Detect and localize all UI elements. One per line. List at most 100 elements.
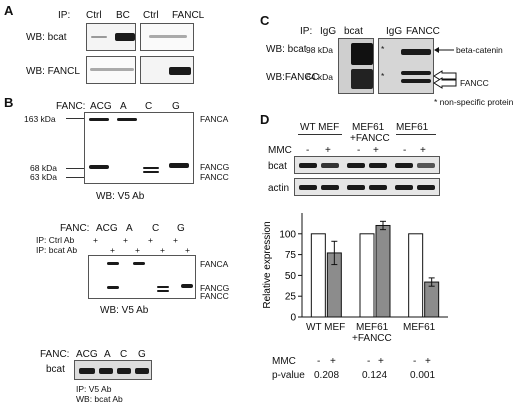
- d-mmc-top-4: +: [373, 145, 379, 156]
- d-mmc-top-2: +: [325, 145, 331, 156]
- c-arrow-beta-head: [434, 47, 439, 53]
- c-band-fancc1: [401, 71, 431, 75]
- d-row-actin: actin: [268, 183, 290, 194]
- b2-fanc-label: FANC:: [60, 223, 90, 234]
- panel-c-row-bcat: WB: bcat: [266, 44, 307, 55]
- c-beta-catenin-label: beta-catenin: [456, 45, 503, 55]
- mw-163: 163 kDa: [24, 114, 56, 124]
- d-group-mef61-fancc-1: MEF61: [352, 122, 385, 133]
- blot-c-left: [338, 38, 374, 94]
- d-y-tick-label: 0: [290, 313, 296, 324]
- b2-plus-ctrl-4: +: [173, 235, 178, 245]
- b2-lane-g: G: [177, 223, 185, 234]
- band-fancg-acg: [89, 165, 109, 169]
- c-fancc-label: FANCC: [460, 78, 489, 88]
- b3-lane-c: C: [120, 349, 128, 360]
- b2-plus-bcat-1: +: [110, 245, 115, 255]
- d-mmc-bottom-label: MMC: [272, 356, 296, 367]
- d-mmc-bot-2: +: [330, 356, 336, 367]
- b2-plus-bcat-2: +: [135, 245, 140, 255]
- panel-a-lane-ctrl1: Ctrl: [86, 10, 102, 21]
- c-band-beta: [401, 49, 431, 55]
- blot-a-fancl-left: [86, 56, 136, 84]
- d-group-line-1: [298, 134, 342, 135]
- d-bar-chart: Relative expression 0 25 50 75 100: [262, 213, 448, 324]
- panel-c-lane-igg1: IgG: [320, 26, 337, 37]
- d-y-tick-label: 75: [285, 250, 297, 261]
- d-mmc-top-6: +: [420, 145, 426, 156]
- band-fancl-faint: [90, 68, 134, 71]
- b2-band-fanca-a: [133, 262, 145, 265]
- d-bcat-3: [347, 163, 365, 168]
- c-band-fancc2: [401, 79, 431, 83]
- d-y-tick-label: 25: [285, 292, 297, 303]
- panel-a-label: A: [4, 3, 14, 18]
- panel-c-label: C: [260, 13, 270, 28]
- b2-plus-ctrl-3: +: [148, 235, 153, 245]
- b2-lane-acg: ACG: [96, 223, 118, 234]
- d-xlabel-mef61-fancc-1: MEF61: [356, 322, 389, 333]
- d-actin-1: [299, 185, 317, 190]
- b2-band-fancc-c2: [157, 290, 169, 292]
- b2-band-fancg-g: [181, 284, 193, 288]
- d-ylabel: Relative expression: [262, 221, 273, 308]
- d-bcat-5: [395, 163, 413, 168]
- b3-lane-acg: ACG: [76, 349, 98, 360]
- blot-a-bcat-right: [140, 23, 194, 51]
- band-fancl: [169, 67, 191, 75]
- d-mmc-bot-5: -: [413, 356, 417, 367]
- panel-b-label: B: [4, 95, 14, 110]
- panel-d-label: D: [260, 112, 270, 127]
- d-group-wtmef: WT MEF: [300, 122, 340, 133]
- b2-ip-bcat: IP: bcat Ab: [36, 245, 78, 255]
- b2-caption: WB: V5 Ab: [100, 305, 149, 316]
- d-mmc-bot-3: -: [367, 356, 371, 367]
- d-bar: [408, 233, 424, 318]
- d-axis: 0 25 50 75 100: [279, 213, 448, 324]
- band-fanca-acg: [89, 118, 109, 121]
- panel-a-ip-label: IP:: [58, 10, 71, 21]
- d-actin-6: [417, 185, 435, 190]
- d-xlabel-mef61: MEF61: [403, 322, 436, 333]
- b2-ip-ctrl: IP: Ctrl Ab: [36, 235, 75, 245]
- b2-plus-bcat-3: +: [160, 245, 165, 255]
- b3-lane-a: A: [104, 349, 111, 360]
- b1-fancc: FANCC: [200, 172, 229, 182]
- blot-c-right: [378, 38, 434, 94]
- d-actin-4: [369, 185, 387, 190]
- blot-a-bcat-left: [86, 23, 136, 51]
- b3-band-1: [79, 368, 95, 374]
- d-pvalue-1: 0.208: [314, 370, 340, 381]
- panel-c-lane-fancc: FANCC: [406, 26, 440, 37]
- d-bcat-1: [299, 163, 317, 168]
- panel-a-row-fancl: WB: FANCL: [26, 66, 80, 77]
- d-mmc-bot-4: +: [378, 356, 384, 367]
- blot-a-fancl-right: [140, 56, 194, 84]
- blot-b2: [88, 255, 196, 299]
- c-arrows: [433, 47, 457, 89]
- panel-a-lane-ctrl2: Ctrl: [143, 10, 159, 21]
- c-band-bcat-lower: [351, 69, 373, 89]
- blot-d-actin: [294, 178, 440, 196]
- b2-plus-ctrl-2: +: [123, 235, 128, 245]
- b3-caption2: WB: bcat Ab: [76, 394, 123, 404]
- b3-fanc-label: FANC:: [40, 349, 70, 360]
- d-bar: [310, 233, 326, 318]
- b2-band-fanca-acg: [107, 262, 119, 265]
- band-bcat-ctrl: [91, 36, 107, 38]
- panel-a-lane-fancl: FANCL: [172, 10, 205, 21]
- panel-a-row-bcat: WB: bcat: [26, 32, 67, 43]
- panel-b-lane-a: A: [120, 101, 127, 112]
- panel-c-mw-64: 64 kDa: [306, 72, 333, 82]
- b1-caption: WB: V5 Ab: [96, 191, 145, 202]
- b3-row-bcat: bcat: [46, 364, 65, 375]
- d-row-bcat: bcat: [268, 161, 287, 172]
- panel-c-mw-98: 98 kDa: [306, 45, 333, 55]
- c-arrow-fancc-2: [433, 77, 457, 89]
- d-mmc-bot-6: +: [425, 356, 431, 367]
- mw-63: 63 kDa: [30, 172, 57, 182]
- panel-b-lane-g: G: [172, 101, 180, 112]
- panel-b-lane-c: C: [145, 101, 153, 112]
- panel-a-lane-bc: BC: [116, 10, 130, 21]
- blot-b3: [74, 360, 152, 380]
